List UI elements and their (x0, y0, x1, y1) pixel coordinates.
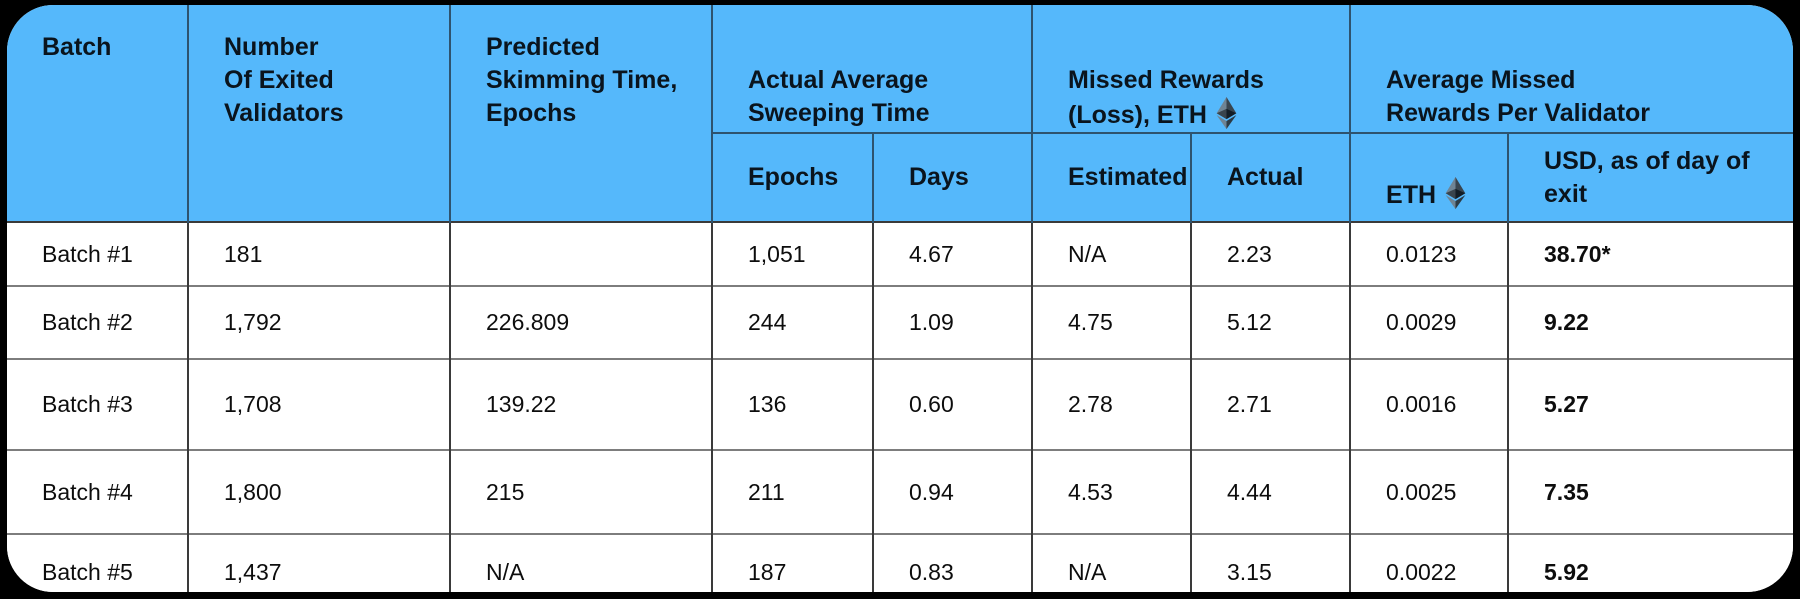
cell-sweep-epochs: 136 (712, 359, 874, 450)
header-avg-usd: USD, as of day of exit (1508, 133, 1793, 222)
cell-avg-usd: 38.70* (1508, 222, 1793, 286)
header-avg-eth-label: ETH (1386, 180, 1437, 209)
header-missed-actual: Actual (1191, 133, 1352, 222)
header-row-groups: Batch Number Of Exited Validators Predic… (7, 5, 1793, 222)
cell-validators: 181 (188, 222, 451, 286)
table-row: Batch #1 181 1,051 4.67 N/A 2.23 0.0123 … (7, 222, 1793, 286)
cell-validators: 1,792 (188, 286, 451, 359)
cell-missed-estimated: N/A (1032, 534, 1192, 592)
cell-validators: 1,437 (188, 534, 451, 592)
header-sweeping-time-label: Actual Average Sweeping Time (748, 66, 930, 127)
header-avg-missed-rewards-label: Average Missed Rewards Per Validator (1386, 66, 1651, 127)
cell-missed-estimated: 4.75 (1032, 286, 1192, 359)
cell-avg-eth: 0.0016 (1350, 359, 1510, 450)
cell-missed-actual: 3.15 (1191, 534, 1352, 592)
cell-sweep-epochs: 1,051 (712, 222, 874, 286)
table-header: Batch Number Of Exited Validators Predic… (7, 5, 1793, 222)
ethereum-icon (1216, 97, 1237, 129)
header-sweep-epochs: Epochs (712, 133, 874, 222)
cell-batch: Batch #3 (7, 359, 189, 450)
cell-missed-estimated: 4.53 (1032, 450, 1192, 534)
header-sweeping-time-group: Actual Average Sweeping Time (712, 5, 1033, 134)
cell-validators: 1,800 (188, 450, 451, 534)
table-row: Batch #2 1,792 226.809 244 1.09 4.75 5.1… (7, 286, 1793, 359)
header-missed-rewards-label: Missed Rewards (Loss), ETH (1068, 66, 1264, 129)
cell-sweep-epochs: 187 (712, 534, 874, 592)
header-predicted-skimming-time: Predicted Skimming Time, Epochs (450, 5, 713, 222)
header-row-subcolumns: Epochs Days Estimated Actual ETH USD, as… (7, 133, 1793, 222)
cell-sweep-days: 0.83 (873, 534, 1033, 592)
table-row: Batch #3 1,708 139.22 136 0.60 2.78 2.71… (7, 359, 1793, 450)
cell-avg-usd: 7.35 (1508, 450, 1793, 534)
cell-predicted: N/A (450, 534, 713, 592)
cell-predicted: 226.809 (450, 286, 713, 359)
cell-avg-eth: 0.0025 (1350, 450, 1510, 534)
cell-sweep-days: 1.09 (873, 286, 1033, 359)
cell-predicted: 215 (450, 450, 713, 534)
header-missed-estimated: Estimated (1032, 133, 1192, 222)
cell-avg-usd: 9.22 (1508, 286, 1793, 359)
cell-predicted: 139.22 (450, 359, 713, 450)
cell-sweep-days: 4.67 (873, 222, 1033, 286)
cell-sweep-days: 0.94 (873, 450, 1033, 534)
header-avg-missed-rewards-group: Average Missed Rewards Per Validator (1350, 5, 1793, 134)
cell-avg-usd: 5.92 (1508, 534, 1793, 592)
cell-avg-eth: 0.0022 (1350, 534, 1510, 592)
cell-batch: Batch #2 (7, 286, 189, 359)
ethereum-icon (1445, 176, 1466, 209)
cell-avg-usd: 5.27 (1508, 359, 1793, 450)
cell-missed-actual: 2.71 (1191, 359, 1352, 450)
cell-batch: Batch #5 (7, 534, 189, 592)
table-body: Batch #1 181 1,051 4.67 N/A 2.23 0.0123 … (7, 222, 1793, 592)
header-sweep-days: Days (873, 133, 1033, 222)
cell-sweep-days: 0.60 (873, 359, 1033, 450)
header-avg-eth: ETH (1350, 133, 1510, 222)
table-card: Batch Number Of Exited Validators Predic… (7, 5, 1793, 592)
cell-sweep-epochs: 244 (712, 286, 874, 359)
cell-validators: 1,708 (188, 359, 451, 450)
header-batch: Batch (7, 5, 189, 222)
cell-missed-estimated: N/A (1032, 222, 1192, 286)
cell-missed-actual: 2.23 (1191, 222, 1352, 286)
cell-sweep-epochs: 211 (712, 450, 874, 534)
cell-missed-actual: 4.44 (1191, 450, 1352, 534)
table-row: Batch #5 1,437 N/A 187 0.83 N/A 3.15 0.0… (7, 534, 1793, 592)
validator-batches-table: Batch Number Of Exited Validators Predic… (7, 5, 1793, 592)
cell-batch: Batch #1 (7, 222, 189, 286)
table-row: Batch #4 1,800 215 211 0.94 4.53 4.44 0.… (7, 450, 1793, 534)
cell-avg-eth: 0.0029 (1350, 286, 1510, 359)
cell-predicted (450, 222, 713, 286)
header-missed-rewards-group: Missed Rewards (Loss), ETH (1032, 5, 1352, 134)
cell-avg-eth: 0.0123 (1350, 222, 1510, 286)
cell-batch: Batch #4 (7, 450, 189, 534)
cell-missed-estimated: 2.78 (1032, 359, 1192, 450)
cell-missed-actual: 5.12 (1191, 286, 1352, 359)
header-exited-validators: Number Of Exited Validators (188, 5, 451, 222)
